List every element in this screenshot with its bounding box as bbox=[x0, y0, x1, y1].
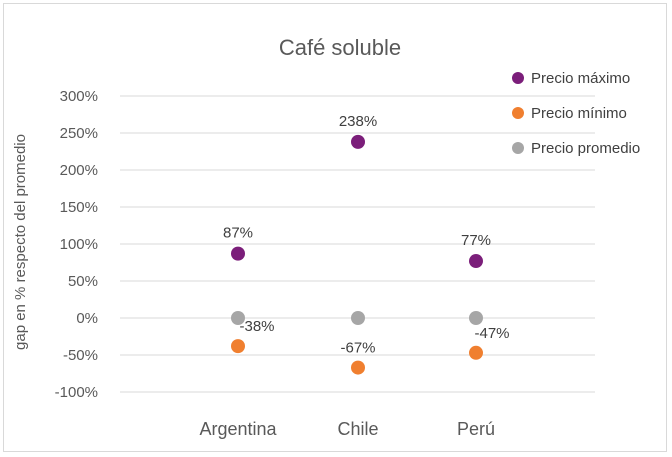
data-points bbox=[231, 134, 483, 375]
x-category-labels: Argentina Chile Perú bbox=[199, 419, 495, 439]
legend-label: Precio máximo bbox=[531, 70, 630, 87]
legend-marker bbox=[512, 142, 524, 154]
data-point bbox=[469, 345, 483, 360]
legend-label: Precio mínimo bbox=[531, 105, 627, 122]
y-axis-label: gap en % respecto del promedio bbox=[12, 134, 29, 350]
x-category-label: Argentina bbox=[199, 419, 277, 439]
data-point bbox=[351, 311, 365, 325]
x-category-label: Perú bbox=[457, 419, 495, 439]
data-label: -38% bbox=[239, 318, 274, 335]
data-point bbox=[231, 339, 245, 354]
legend-marker bbox=[512, 107, 524, 119]
legend: Precio máximo Precio mínimo Precio promedi… bbox=[512, 70, 640, 157]
data-point bbox=[231, 246, 245, 261]
data-label: 77% bbox=[461, 232, 491, 249]
y-tick-label: -100% bbox=[55, 384, 98, 401]
y-tick-labels: 300% 250% 200% 150% 100% 50% 0% -50% -100% bbox=[55, 88, 98, 401]
x-category-label: Chile bbox=[337, 419, 378, 439]
data-label: 238% bbox=[339, 113, 377, 130]
data-labels: 87% 238% 77% -38% -67% -47% bbox=[223, 113, 510, 357]
data-point bbox=[351, 134, 365, 149]
data-point bbox=[231, 311, 245, 325]
chart-title: Café soluble bbox=[279, 35, 401, 60]
y-tick-label: 200% bbox=[60, 162, 98, 179]
y-tick-label: 150% bbox=[60, 199, 98, 216]
data-point bbox=[469, 311, 483, 325]
legend-label: Precio promedio bbox=[531, 140, 640, 157]
data-label: -67% bbox=[340, 340, 375, 357]
y-tick-label: -50% bbox=[63, 347, 98, 364]
gridlines bbox=[120, 95, 595, 393]
chart-frame bbox=[3, 3, 667, 452]
y-tick-label: 250% bbox=[60, 125, 98, 142]
y-tick-label: 100% bbox=[60, 236, 98, 253]
data-label: 87% bbox=[223, 225, 253, 242]
y-tick-label: 50% bbox=[68, 273, 98, 290]
data-point bbox=[469, 254, 483, 269]
data-label: -47% bbox=[474, 325, 509, 342]
legend-marker bbox=[512, 72, 524, 84]
y-tick-label: 0% bbox=[76, 310, 98, 327]
data-point bbox=[351, 360, 365, 375]
y-tick-label: 300% bbox=[60, 88, 98, 105]
